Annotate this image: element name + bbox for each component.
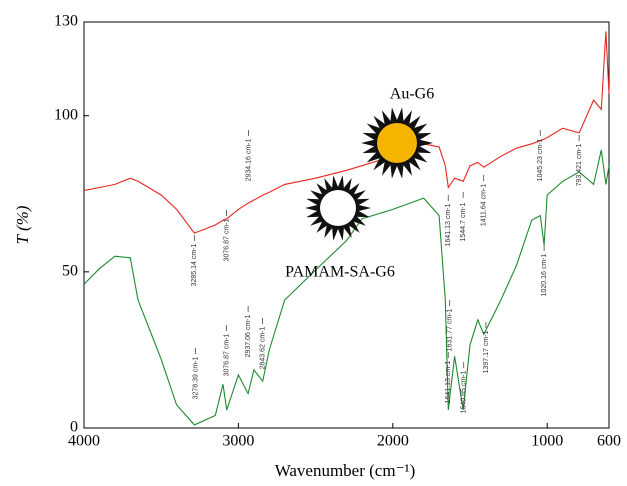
peak-annotation: 1411.64 cm-1 — [481, 184, 488, 226]
peak-annotation: 2843.62 cm-1 — [259, 326, 266, 369]
peak-annotation: 3076.87 cm-1 — [223, 333, 230, 376]
y-tick-label: 0 — [70, 419, 78, 436]
peak-annotation: 1397.17 cm-1 — [483, 330, 490, 373]
peak-annotation: 1045.23 cm-1 — [537, 138, 544, 181]
peak-annotation: 3285.14 cm-1 — [191, 243, 198, 286]
peak-annotation: 1540.85 cm-1 — [461, 370, 468, 413]
y-tick-label: 50 — [62, 263, 78, 280]
peak-annotation: 3278.39 cm-1 — [192, 356, 199, 399]
series-label: Au-G6 — [390, 86, 434, 103]
series-line — [83, 149, 610, 426]
peak-annotation: 3076.87 cm-1 — [223, 218, 230, 261]
peak-annotation: 2937.06 cm-1 — [245, 314, 252, 357]
y-axis-label: T (%) — [13, 205, 32, 244]
x-tick-label: 4000 — [68, 433, 100, 450]
x-axis-label: Wavenumber (cm⁻¹) — [275, 461, 416, 480]
y-tick-label: 130 — [54, 13, 78, 30]
peak-annotation: 1631.77 cm-1 — [447, 308, 454, 351]
x-tick-label: 600 — [597, 433, 621, 450]
x-tick-label: 2000 — [377, 433, 409, 450]
peak-annotation: 1020.16 cm-1 — [541, 253, 548, 296]
plot-frame — [83, 21, 610, 429]
peak-annotation: 1641.13 cm-1 — [445, 203, 452, 246]
y-tick-label: 100 — [54, 106, 78, 123]
peak-annotation: 1544.7 cm-1 — [460, 202, 467, 241]
icon-core — [320, 190, 356, 226]
peak-annotation: 2934.16 cm-1 — [245, 138, 252, 181]
x-tick-label: 3000 — [222, 433, 254, 450]
x-tick-label: 1000 — [531, 433, 563, 450]
peak-annotation: 793.421 cm-1 — [576, 143, 583, 186]
icon-core — [377, 123, 417, 163]
series-label: PAMAM-SA-G6 — [285, 264, 395, 281]
peak-annotation: 1641.13 cm-1 — [445, 360, 452, 403]
